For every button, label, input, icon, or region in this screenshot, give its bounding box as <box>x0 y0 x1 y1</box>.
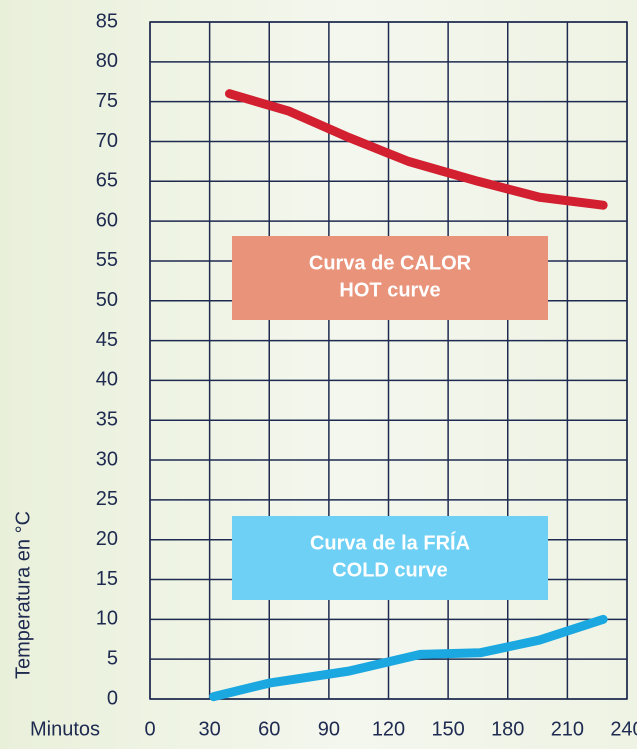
y-tick-label: 70 <box>96 130 118 152</box>
x-tick-label: 60 <box>258 718 280 740</box>
y-tick-label: 5 <box>107 647 118 669</box>
y-tick-label: 30 <box>96 448 118 470</box>
y-tick-label: 75 <box>96 90 118 112</box>
x-axis-label: Minutos <box>30 718 100 740</box>
data-line <box>209 614 608 702</box>
x-tick-label: 240 <box>610 718 637 740</box>
y-tick-label: 10 <box>96 608 118 630</box>
x-tick-label: 150 <box>431 718 464 740</box>
y-tick-label: 40 <box>96 369 118 391</box>
x-tick-label: 90 <box>318 718 340 740</box>
y-tick-label: 25 <box>96 488 118 510</box>
y-tick-label: 45 <box>96 329 118 351</box>
y-tick-label: 35 <box>96 409 118 431</box>
annotation-text: HOT curve <box>339 279 440 301</box>
x-tick-label: 210 <box>551 718 584 740</box>
y-tick-label: 15 <box>96 568 118 590</box>
y-tick-label: 80 <box>96 50 118 72</box>
y-tick-label: 0 <box>107 687 118 709</box>
y-axis-label: Temperatura en °C <box>12 511 34 679</box>
x-tick-label: 180 <box>491 718 524 740</box>
y-tick-label: 50 <box>96 289 118 311</box>
y-tick-label: 20 <box>96 528 118 550</box>
data-line <box>225 89 608 210</box>
y-tick-label: 55 <box>96 249 118 271</box>
x-tick-label: 120 <box>372 718 405 740</box>
y-tick-label: 60 <box>96 209 118 231</box>
annotation-text: COLD curve <box>332 559 448 581</box>
y-tick-label: 85 <box>96 10 118 32</box>
y-tick-label: 65 <box>96 170 118 192</box>
x-tick-label: 0 <box>144 718 155 740</box>
annotation-box <box>232 516 548 600</box>
x-tick-label: 30 <box>199 718 221 740</box>
annotation-box <box>232 236 548 320</box>
annotation-text: Curva de la FRÍA <box>310 531 470 554</box>
annotation-text: Curva de CALOR <box>309 252 472 274</box>
